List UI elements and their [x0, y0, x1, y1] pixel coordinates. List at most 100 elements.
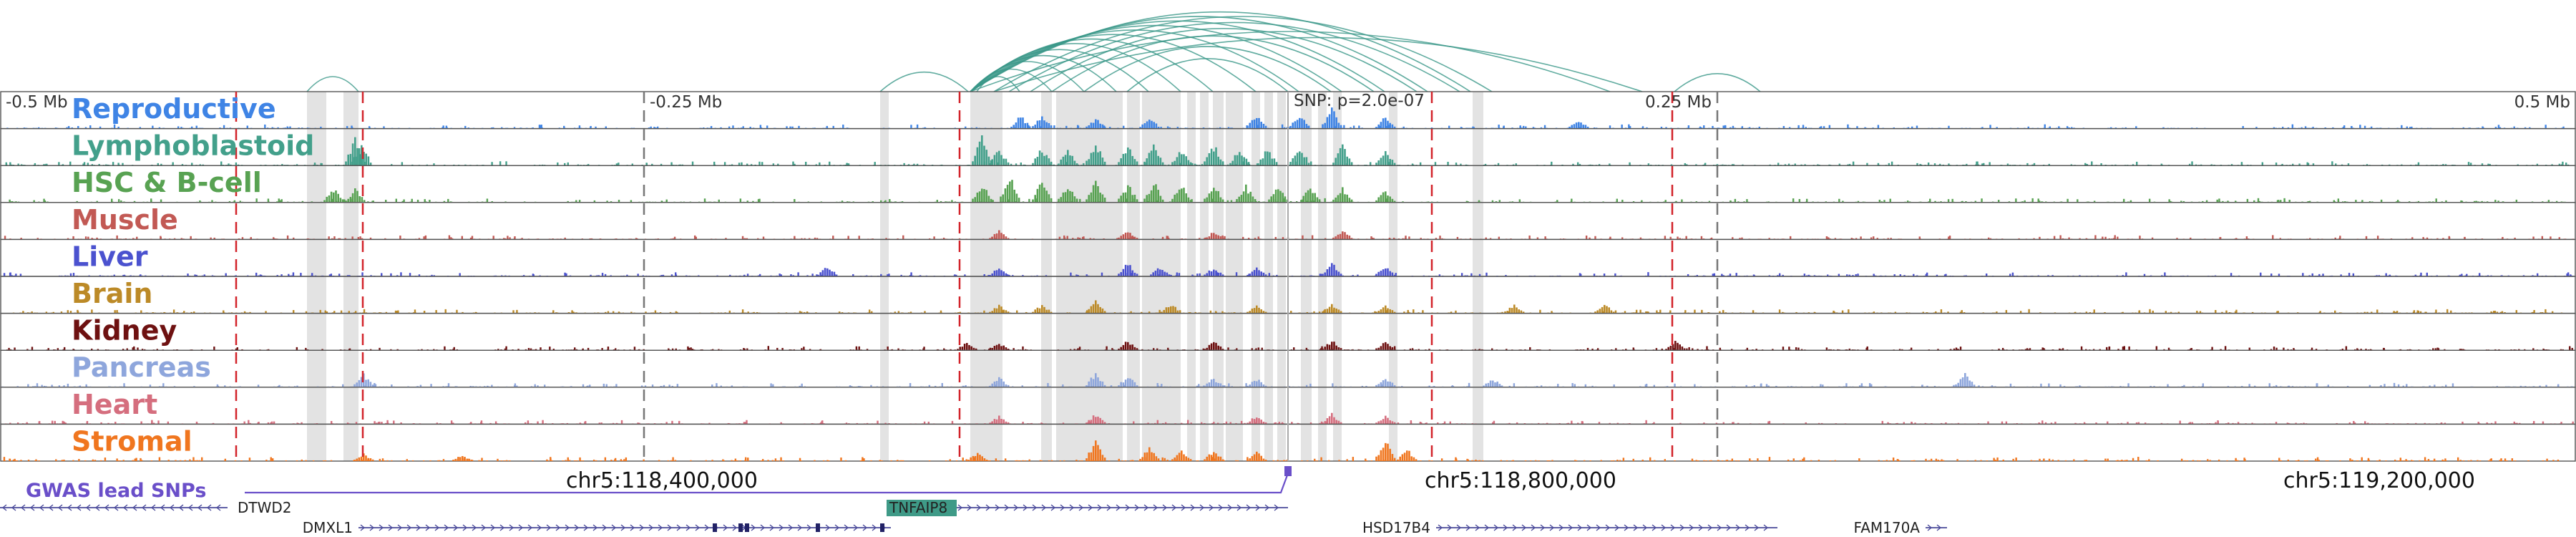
- signal-bar: [2040, 383, 2042, 387]
- signal-bar: [501, 275, 503, 276]
- signal-bar: [819, 349, 822, 351]
- signal-bar: [645, 311, 647, 314]
- peak-bar: [993, 381, 996, 387]
- signal-bar: [1025, 311, 1028, 314]
- signal-bar: [76, 200, 78, 203]
- signal-bar: [1838, 274, 1840, 276]
- signal-bar: [2489, 164, 2491, 166]
- signal-bar: [2532, 275, 2534, 276]
- signal-bar: [1567, 422, 1569, 425]
- signal-bar: [1743, 201, 1745, 203]
- peak-bar: [1000, 379, 1002, 387]
- signal-bar: [2044, 422, 2047, 425]
- peak-bar: [1955, 384, 1957, 387]
- signal-bar: [1677, 236, 1679, 240]
- peak-bar: [1328, 114, 1331, 129]
- signal-bar: [2071, 127, 2073, 129]
- peak-bar: [989, 163, 991, 166]
- signal-bar: [2161, 275, 2163, 276]
- peak-bar: [347, 198, 349, 203]
- signal-bar: [195, 274, 197, 276]
- signal-bar: [1081, 236, 1084, 240]
- signal-bar: [271, 127, 273, 129]
- peak-bar: [1006, 185, 1009, 203]
- signal-bar: [762, 236, 765, 240]
- signal-bar: [346, 126, 348, 129]
- signal-bar: [2445, 200, 2447, 203]
- signal-bar: [2099, 349, 2101, 351]
- signal-bar: [2340, 274, 2342, 276]
- signal-bar: [2302, 273, 2304, 276]
- signal-bar: [2499, 311, 2502, 314]
- signal-bar: [1926, 272, 1928, 276]
- signal-bar: [1706, 346, 1708, 351]
- signal-bar: [698, 275, 700, 276]
- signal-bar: [522, 275, 525, 276]
- peak-bar: [993, 346, 996, 351]
- peak-bar: [1122, 234, 1125, 240]
- signal-bar: [1428, 385, 1430, 387]
- signal-bar: [746, 200, 748, 203]
- peak-bar: [1062, 156, 1065, 166]
- signal-bar: [752, 200, 754, 203]
- peak-bar: [1580, 122, 1582, 129]
- signal-bar: [505, 346, 507, 351]
- signal-bar: [305, 347, 307, 351]
- signal-bar: [1813, 275, 1816, 276]
- signal-bar: [2291, 386, 2294, 387]
- peak-bar: [1494, 382, 1496, 387]
- peak-bar: [1148, 120, 1151, 129]
- peak-bar: [1385, 191, 1387, 203]
- signal-bar: [1419, 162, 1422, 166]
- signal-bar: [120, 200, 122, 203]
- signal-bar: [2051, 275, 2054, 276]
- signal-bar: [313, 163, 316, 166]
- signal-bar: [582, 384, 585, 387]
- signal-bar: [1063, 235, 1065, 240]
- signal-bar: [2152, 310, 2154, 314]
- signal-bar: [1890, 238, 1892, 240]
- signal-bar: [1782, 274, 1784, 276]
- signal-bar: [1221, 235, 1224, 240]
- signal-bar: [713, 161, 716, 166]
- signal-bar: [596, 275, 598, 276]
- signal-bar: [502, 238, 505, 240]
- peak-bar: [1129, 233, 1131, 240]
- peak-bar: [1251, 308, 1254, 314]
- peak-bar: [1387, 344, 1389, 351]
- peak-bar: [1189, 200, 1192, 203]
- signal-bar: [794, 236, 796, 240]
- signal-bar: [397, 310, 399, 314]
- signal-bar: [826, 125, 828, 129]
- signal-bar: [351, 236, 353, 240]
- signal-bar: [2558, 163, 2561, 166]
- signal-bar: [1323, 310, 1325, 314]
- signal-bar: [887, 274, 889, 276]
- peak-bar: [963, 344, 966, 351]
- signal-bar: [31, 347, 34, 351]
- signal-bar: [900, 274, 902, 276]
- signal-bar: [1888, 163, 1890, 166]
- signal-bar: [1374, 311, 1376, 314]
- signal-bar: [123, 383, 125, 387]
- signal-bar: [648, 127, 650, 129]
- signal-bar: [1855, 274, 1857, 276]
- peak-bar: [1161, 199, 1164, 203]
- signal-bar: [2155, 346, 2158, 351]
- signal-bar: [870, 384, 872, 387]
- peak-bar: [1391, 198, 1394, 203]
- signal-bar: [2363, 311, 2366, 314]
- peak-bar: [1157, 126, 1160, 129]
- peak-bar: [1043, 187, 1045, 203]
- signal-bar: [58, 162, 60, 166]
- signal-bar: [1361, 385, 1364, 387]
- signal-bar: [311, 273, 313, 276]
- signal-bar: [1777, 275, 1779, 276]
- signal-bar: [126, 348, 128, 351]
- signal-bar: [22, 311, 24, 314]
- peak-bar: [1150, 274, 1152, 276]
- signal-bar: [156, 349, 158, 351]
- signal-bar: [122, 275, 125, 276]
- signal-bar: [1053, 164, 1055, 166]
- signal-bar: [887, 346, 889, 351]
